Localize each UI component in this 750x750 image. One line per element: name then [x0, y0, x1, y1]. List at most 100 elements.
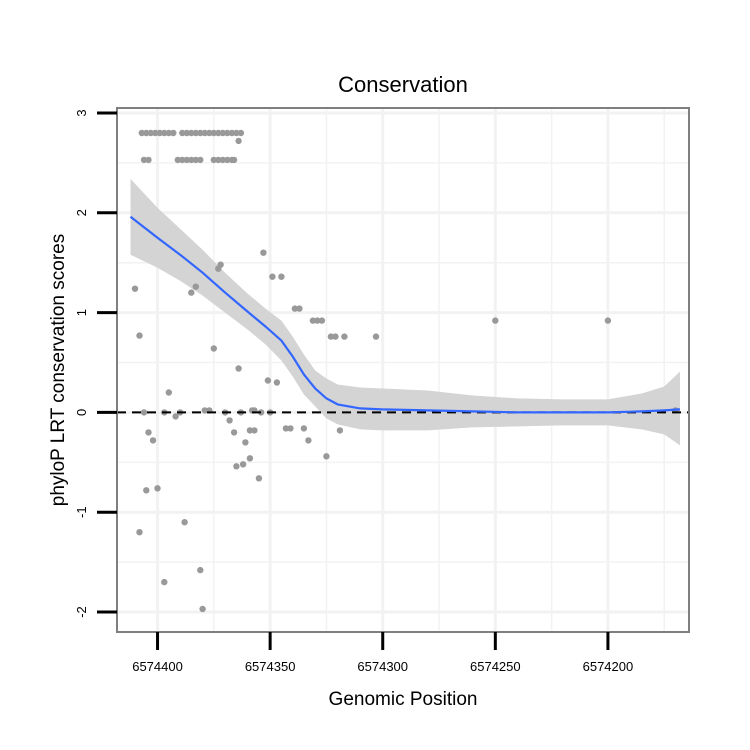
data-point — [278, 273, 285, 280]
data-point — [206, 129, 213, 137]
y-axis-title: phyloP LRT conservation scores — [48, 234, 69, 507]
data-point — [210, 345, 217, 352]
data-point — [219, 156, 226, 164]
data-point — [309, 317, 317, 324]
data-point — [197, 156, 204, 164]
data-point — [260, 249, 267, 256]
data-point — [210, 156, 217, 164]
data-point — [199, 605, 206, 613]
data-point — [145, 156, 152, 164]
data-point — [197, 566, 204, 574]
data-point — [327, 333, 335, 340]
data-point — [215, 129, 222, 137]
data-point — [255, 475, 263, 482]
x-tick-label: 6574300 — [357, 659, 408, 674]
data-point — [273, 379, 281, 386]
data-point — [179, 129, 186, 137]
data-point — [239, 461, 247, 468]
x-tick-label: 6574400 — [132, 659, 183, 674]
data-point — [318, 317, 326, 324]
chart-title: Conservation — [338, 72, 468, 97]
data-point — [172, 413, 179, 420]
data-point — [140, 409, 148, 416]
data-point — [197, 129, 204, 137]
panel-border — [116, 107, 690, 633]
data-point — [165, 129, 172, 137]
data-point — [336, 427, 344, 434]
data-point — [269, 273, 276, 280]
data-point — [287, 425, 294, 432]
data-point — [228, 129, 236, 137]
data-point — [154, 485, 161, 492]
data-point — [237, 129, 245, 137]
data-point — [215, 156, 222, 164]
data-point — [314, 317, 321, 324]
data-point — [264, 377, 272, 384]
scatter-points — [131, 129, 679, 613]
y-tick-label: 2 — [74, 209, 89, 216]
data-point — [156, 129, 163, 137]
data-point — [246, 427, 254, 434]
data-point — [224, 156, 231, 164]
data-point — [230, 156, 238, 164]
data-point — [165, 389, 172, 396]
data-point — [136, 332, 143, 339]
data-point — [235, 365, 242, 372]
data-point — [161, 129, 168, 137]
data-point — [140, 156, 148, 164]
data-point — [183, 129, 190, 137]
data-point — [138, 129, 145, 137]
data-point — [131, 285, 139, 292]
smooth-line-layer — [129, 215, 681, 414]
data-point — [296, 305, 303, 312]
y-tick-label: -1 — [74, 506, 89, 518]
data-point — [305, 437, 312, 444]
data-point — [192, 129, 199, 137]
data-point — [143, 129, 150, 137]
data-point — [230, 429, 238, 436]
data-point — [170, 129, 177, 137]
data-point — [492, 317, 499, 324]
data-point — [183, 156, 190, 164]
data-point — [143, 487, 150, 494]
x-tick-label: 6574200 — [583, 659, 634, 674]
data-point — [282, 425, 290, 432]
y-tick-label: -2 — [74, 606, 89, 618]
data-point — [188, 156, 195, 164]
data-point — [179, 156, 186, 164]
data-point — [145, 429, 152, 436]
confidence-band — [130, 178, 680, 446]
data-point — [174, 156, 181, 164]
data-point — [192, 156, 199, 164]
data-point — [192, 283, 199, 290]
y-tick-label: 1 — [74, 309, 89, 316]
data-point — [235, 137, 242, 145]
data-point — [210, 129, 217, 137]
data-point — [152, 129, 159, 137]
data-point — [242, 439, 249, 446]
data-point — [201, 407, 208, 414]
data-point — [300, 425, 308, 432]
data-point — [341, 333, 348, 340]
data-point — [257, 409, 265, 416]
data-point — [224, 129, 231, 137]
axes: 6574400 6574350 6574300 6574250 6574200 3 2 1 0 -… — [74, 109, 633, 674]
data-point — [291, 305, 299, 312]
confidence-band-layer — [130, 178, 680, 446]
smooth-line — [129, 215, 681, 414]
data-point — [251, 427, 258, 434]
data-point — [226, 417, 233, 424]
data-point — [147, 129, 154, 137]
data-point — [217, 261, 224, 268]
data-point — [149, 437, 157, 444]
data-point — [233, 129, 240, 137]
data-point — [604, 317, 612, 324]
data-point — [181, 519, 188, 526]
grid-lines — [117, 108, 689, 632]
data-point — [372, 333, 380, 340]
x-tick-label: 6574250 — [470, 659, 521, 674]
data-point — [188, 129, 195, 137]
data-point — [219, 129, 226, 137]
data-point — [323, 453, 330, 460]
